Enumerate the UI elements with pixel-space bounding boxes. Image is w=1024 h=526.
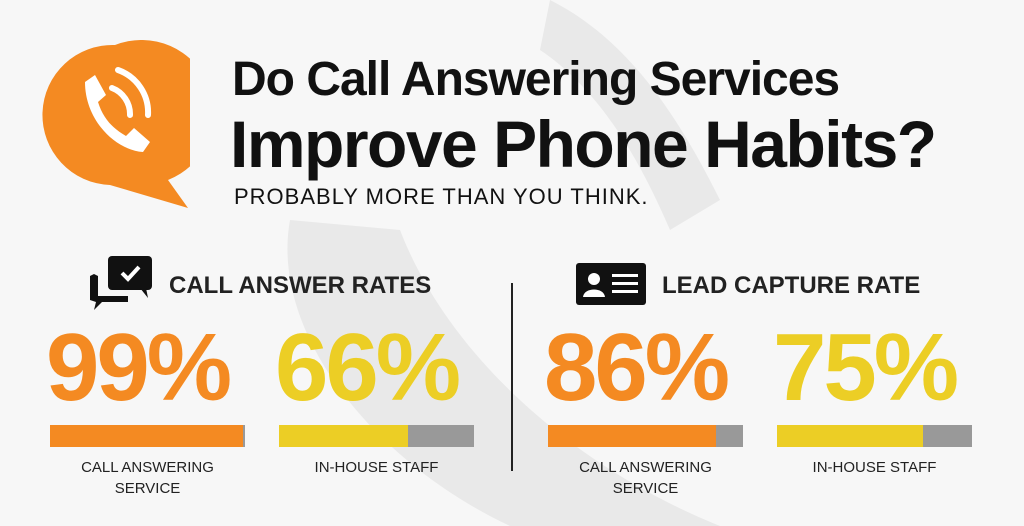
category-label: CALL ANSWERING SERVICE [81, 459, 214, 497]
bar-fill [50, 425, 244, 447]
bar-fill [279, 425, 408, 447]
phone-speech-bubble-icon [42, 40, 190, 208]
id-card-icon [576, 263, 646, 305]
bar-track [548, 425, 743, 447]
category-label: CALL ANSWERING SERVICE [579, 459, 712, 497]
subtitle: PROBABLY MORE THAN YOU THINK. [234, 184, 649, 209]
chat-check-icon [90, 256, 152, 310]
value-label: 86% [544, 314, 730, 421]
value-label: 99% [46, 314, 232, 421]
bar-fill [548, 425, 716, 447]
value-label: 66% [275, 314, 461, 421]
section-title-call-answer: CALL ANSWER RATES [169, 272, 432, 299]
title-line-2: Improve Phone Habits? [230, 107, 937, 181]
phone-watermark-icon [287, 0, 720, 526]
bar-track [50, 425, 245, 447]
bar-fill [777, 425, 924, 447]
category-label: IN-HOUSE STAFF [812, 459, 937, 476]
category-label: IN-HOUSE STAFF [314, 459, 439, 476]
value-label: 75% [773, 314, 959, 421]
title-line-1: Do Call Answering Services [232, 53, 840, 106]
bar-track [279, 425, 474, 447]
section-title-lead-capture: LEAD CAPTURE RATE [662, 272, 921, 299]
bar-track [777, 425, 972, 447]
divider [511, 283, 513, 471]
